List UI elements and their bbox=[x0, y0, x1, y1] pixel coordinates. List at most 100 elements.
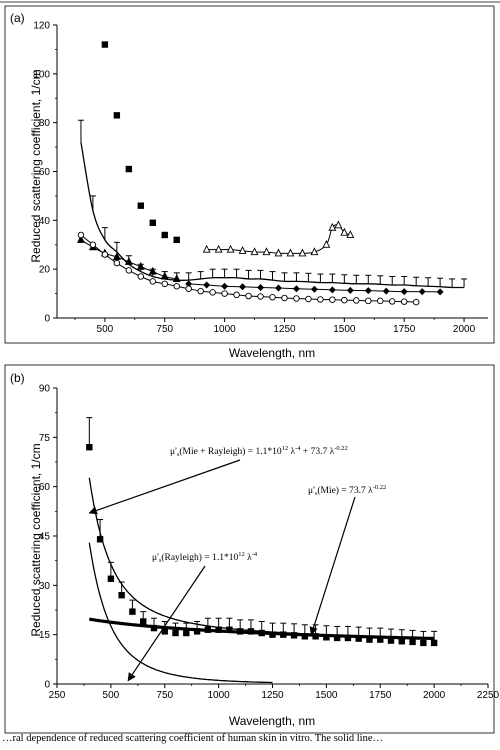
data-point-diamond-filled bbox=[239, 283, 247, 291]
panel-a-ylabel: Reduced scattering coefficient, 1/cm bbox=[29, 69, 43, 262]
data-point-triangle-open bbox=[322, 239, 331, 248]
data-point-circle-open bbox=[161, 280, 168, 288]
data-point-diamond-filled bbox=[257, 283, 265, 291]
panel-b-x-tick-label: 1000 bbox=[208, 690, 231, 701]
panel-b-label: (b) bbox=[10, 371, 25, 385]
data-point-circle-open bbox=[412, 298, 420, 306]
data-point-circle-open bbox=[341, 296, 348, 304]
data-point-diamond-filled bbox=[418, 288, 426, 296]
panel-a-x-tick-label: 750 bbox=[156, 324, 173, 335]
data-point-circle-open bbox=[197, 287, 204, 295]
panel-b-x-tick-label: 1500 bbox=[315, 690, 338, 701]
data-point-circle-open bbox=[149, 278, 157, 285]
data-point-square bbox=[333, 634, 341, 642]
data-point-triangle-open bbox=[238, 246, 247, 254]
panel-b-xlabel: Wavelength, nm bbox=[229, 714, 315, 728]
panel-b-axes: 250 500 750 1000 1250 1500 1750 2000 2250 0 15 30 45… bbox=[39, 384, 500, 702]
data-point-diamond-filled bbox=[364, 287, 372, 295]
panel-a-xlabel: Wavelength, nm bbox=[229, 346, 315, 360]
panel-a-x-tick-label: 1250 bbox=[273, 324, 296, 335]
data-point-triangle-open bbox=[226, 244, 235, 253]
panel-a-frame bbox=[4, 5, 495, 344]
data-point-circle-open bbox=[388, 298, 396, 305]
data-point-square bbox=[193, 628, 201, 635]
data-point-triangle-open bbox=[328, 222, 337, 231]
panel-b-y-tick-label: 75 bbox=[39, 433, 51, 444]
data-point-square bbox=[86, 444, 93, 451]
data-point-circle-open bbox=[293, 295, 300, 302]
data-point-circle-open bbox=[101, 251, 109, 258]
data-point-square bbox=[161, 628, 168, 635]
annotation-arrow-mie bbox=[309, 496, 356, 636]
data-point-circle-open bbox=[173, 283, 180, 290]
data-point-circle-open bbox=[89, 241, 97, 248]
annotation-mie-rayleigh: μ's(Mie + Rayleigh) = 1.1*1012 λ-4 + 73.… bbox=[170, 445, 348, 458]
data-point-diamond-filled bbox=[185, 280, 193, 288]
data-point-triangle-open bbox=[334, 220, 343, 229]
data-point-triangle-open bbox=[250, 247, 259, 256]
annotation-rayleigh: μ's(Rayleigh) = 1.1*1012 λ-4 bbox=[152, 551, 258, 564]
data-point-triangle-open bbox=[262, 247, 271, 256]
data-point-square-filled bbox=[125, 165, 133, 173]
panel-a-y-tick-label: 80 bbox=[39, 118, 51, 129]
data-point-triangle-open bbox=[202, 244, 211, 253]
data-point-circle-open bbox=[269, 293, 276, 301]
annotation-mie: μ's(Mie) = 73.7 λ-0.22 bbox=[308, 484, 386, 497]
data-point-diamond-filled bbox=[221, 282, 229, 290]
panel-b-y-tick-label: 90 bbox=[39, 384, 51, 395]
panel-a-x-tick-label: 1000 bbox=[213, 324, 236, 335]
data-point-circle-open bbox=[77, 231, 85, 239]
data-point-circle-open bbox=[365, 297, 372, 305]
data-point-square bbox=[107, 575, 115, 582]
data-point-circle-open bbox=[353, 297, 360, 304]
data-point-circle-open bbox=[400, 298, 408, 305]
panel-a-series bbox=[77, 41, 468, 306]
panel-b-frame bbox=[4, 364, 495, 734]
fit-curve-rayleigh bbox=[88, 542, 273, 684]
panel-a-x-tick-label: 2000 bbox=[453, 324, 476, 335]
data-point-square bbox=[398, 638, 405, 645]
data-point-circle-open bbox=[281, 294, 288, 302]
data-point-square bbox=[430, 639, 438, 647]
data-point-circle-open bbox=[221, 290, 228, 297]
data-point-square-filled bbox=[161, 231, 168, 239]
data-point-square bbox=[172, 629, 179, 637]
panel-a-y-tick-label: 100 bbox=[33, 69, 50, 80]
data-point-triangle-filled bbox=[112, 252, 121, 261]
data-point-square bbox=[344, 634, 352, 642]
data-point-triangle-open bbox=[274, 248, 283, 257]
data-point-square bbox=[183, 629, 190, 637]
data-point-diamond-filled bbox=[436, 288, 444, 296]
data-point-square bbox=[323, 634, 330, 641]
data-point-triangle-open bbox=[340, 227, 349, 236]
annotation-arrow-rayleigh bbox=[127, 565, 206, 682]
data-point-diamond-filled bbox=[203, 281, 211, 289]
panel-b-x-tick-label: 1250 bbox=[261, 690, 284, 701]
data-point-diamond-filled bbox=[328, 286, 336, 294]
panel-a-y-tick-label: 0 bbox=[44, 314, 50, 325]
data-point-circle-open bbox=[245, 292, 252, 300]
data-point-square bbox=[118, 592, 125, 599]
data-point-square bbox=[96, 536, 104, 543]
panel-a: (a) 500 750 1000 1250 1500 1750 2000 0 20 40 60 80 1… bbox=[4, 5, 495, 360]
data-point-circle-open bbox=[125, 267, 133, 274]
data-point-diamond-filled bbox=[292, 285, 300, 293]
panel-b: (b) 250 500 750 1000 1250 1500 1750 2000 2250 0 15… bbox=[4, 364, 500, 734]
panel-b-annotations: μ's(Mie + Rayleigh) = 1.1*1012 λ-4 + 73.… bbox=[88, 445, 386, 682]
data-point-circle-open bbox=[113, 259, 121, 267]
data-point-circle-open bbox=[185, 285, 192, 292]
data-point-square-filled bbox=[137, 202, 145, 209]
data-point-diamond-filled bbox=[346, 286, 354, 294]
data-point-circle-open bbox=[233, 291, 240, 299]
data-point-circle-open bbox=[377, 297, 384, 305]
data-point-circle-open bbox=[137, 273, 145, 280]
annotation-arrow-mie-rayleigh bbox=[88, 459, 241, 515]
panel-b-y-tick-label: 15 bbox=[39, 630, 51, 641]
panel-b-fit-curves bbox=[88, 477, 435, 684]
data-point-diamond-filled bbox=[310, 285, 318, 293]
data-point-square bbox=[129, 608, 136, 615]
data-point-triangle-open bbox=[346, 230, 355, 239]
data-point-circle-open bbox=[209, 289, 216, 296]
data-point-circle-open bbox=[305, 295, 312, 303]
